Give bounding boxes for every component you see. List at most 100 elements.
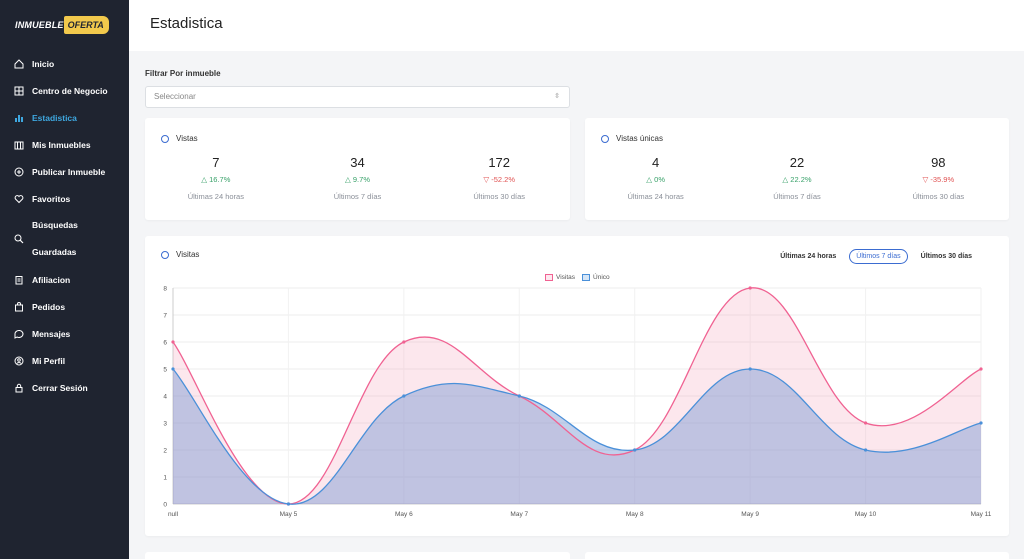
x-tick-label: May 9 (741, 511, 759, 518)
stat-delta: △ 9.7% (345, 175, 370, 184)
x-tick-label: May 10 (855, 511, 877, 518)
visitas-chart: 0 1 2 3 4 5 6 7 8 null May 5 May 6 May 7 May 8 May 9 Ma… (163, 286, 991, 519)
page-header: Estadistica (129, 0, 1024, 51)
bar-chart-icon (14, 113, 24, 123)
range-tab-24h[interactable]: Últimas 24 horas (780, 253, 837, 260)
brand-part2: OFERTA (63, 16, 109, 34)
sidebar-item-mensajes[interactable]: Mensajes (0, 320, 129, 347)
data-point[interactable] (748, 286, 752, 290)
sidebar-item-mi-perfil[interactable]: Mi Perfil (0, 347, 129, 374)
vistas-card-title[interactable]: Vistas (161, 134, 198, 143)
sidebar-item-cerrar-sesión[interactable]: Cerrar Sesión (0, 374, 129, 401)
range-tab-30d[interactable]: Últimos 30 días (920, 253, 972, 260)
trend-up-icon: △ (201, 175, 208, 184)
series-area-0 (173, 287, 981, 504)
range-tab-7d[interactable]: Últimos 7 días (849, 249, 908, 264)
stat-period: Últimos 30 días (473, 192, 526, 201)
vistas-unicas-card: Vistas únicas 4 △ 0% Últimas 24 horas 22… (585, 118, 1009, 220)
y-tick-label: 2 (163, 448, 167, 455)
sidebar-item-centro-de-negocio[interactable]: Centro de Negocio (0, 77, 129, 104)
brand-logo[interactable]: INMUEBLE OFERTA (15, 14, 109, 36)
vistas-radio[interactable] (161, 134, 169, 143)
stat-period: Últimos 7 días (773, 192, 821, 201)
y-tick-label: 3 (163, 421, 167, 428)
sidebar-item-label: Mi Perfil (32, 355, 66, 366)
sidebar-item-label: Pedidos (32, 301, 66, 312)
building-icon (14, 140, 24, 150)
data-point[interactable] (633, 448, 637, 452)
visitas-chart-title[interactable]: Visitas (161, 250, 199, 259)
series-line-0 (172, 287, 982, 505)
clipboard-icon (14, 275, 24, 285)
sidebar-item-label: Búsquedas Guardadas (32, 212, 78, 266)
vistas-unicas-card-title[interactable]: Vistas únicas (601, 134, 663, 143)
data-point[interactable] (286, 502, 291, 506)
sidebar-item-label: Mensajes (32, 328, 71, 339)
sidebar-item-estadistica[interactable]: Estadistica (0, 104, 129, 131)
stat-delta: △ 22.2% (782, 175, 812, 184)
data-point[interactable] (748, 367, 752, 371)
sidebar-item-label: Mis Inmuebles (32, 139, 91, 150)
legend-item-visitas[interactable]: Visitas (545, 274, 575, 281)
bag-icon (14, 301, 24, 312)
stat-value: 22 (789, 155, 805, 170)
stat-value: 98 (931, 155, 946, 170)
lock-icon (14, 383, 24, 393)
data-point[interactable] (863, 421, 868, 425)
vistas-unicas-stat-30d: 98 ▽ -35.9% Últimos 30 días (868, 154, 1009, 201)
vistas-unicas-stat-7d: 22 △ 22.2% Últimos 7 días (726, 154, 867, 201)
data-point[interactable] (402, 340, 406, 344)
sidebar-item-búsquedas[interactable]: Búsquedas Guardadas (0, 212, 129, 266)
data-point[interactable] (863, 448, 868, 452)
data-point[interactable] (979, 367, 983, 371)
sidebar-item-favoritos[interactable]: Favoritos (0, 185, 129, 212)
trend-up-icon: △ (345, 175, 351, 184)
y-tick-label: 4 (163, 394, 167, 401)
property-select[interactable]: Seleccionar ⇳ (145, 86, 570, 108)
sidebar-item-mis-inmuebles[interactable]: Mis Inmuebles (0, 131, 129, 158)
data-point[interactable] (171, 340, 175, 344)
data-point[interactable] (402, 394, 406, 398)
y-tick-label: 8 (163, 286, 167, 293)
chart-legend: Visitas Único (545, 274, 617, 281)
data-point[interactable] (171, 367, 175, 371)
sidebar-item-label: Afiliacion (32, 274, 71, 285)
stat-delta: ▽ -35.9% (922, 175, 955, 184)
y-tick-label: 6 (163, 340, 167, 347)
filter-label: Filtrar Por inmueble (145, 69, 221, 78)
sidebar-item-label: Cerrar Sesión (32, 382, 88, 393)
stat-value: 34 (350, 155, 365, 170)
trend-down-icon: ▽ (922, 175, 929, 184)
stat-delta: △ 0% (646, 175, 666, 184)
stat-period: Últimos 7 días (333, 192, 382, 201)
stat-delta: △ 16.7% (201, 175, 231, 184)
series-line-1 (172, 368, 982, 505)
data-point[interactable] (517, 394, 521, 398)
sidebar-item-inicio[interactable]: Inicio (0, 50, 129, 77)
legend-swatch (582, 274, 591, 281)
vistas-unicas-stat-24h: 4 △ 0% Últimas 24 horas (585, 154, 726, 201)
stat-period: Últimos 30 días (912, 192, 965, 201)
select-caret-icon: ⇳ (554, 93, 560, 100)
range-tabs: Últimas 24 horas Últimos 7 días Últimos … (767, 249, 979, 264)
x-tick-label: May 8 (626, 511, 644, 518)
x-tick-label: null (168, 511, 179, 518)
sidebar-item-afiliacion[interactable]: Afiliacion (0, 266, 129, 293)
stat-value: 172 (488, 155, 511, 170)
vistas-unicas-title-label: Vistas únicas (616, 134, 663, 143)
data-point[interactable] (979, 421, 983, 425)
sidebar-item-publicar-inmueble[interactable]: Publicar Inmueble (0, 158, 129, 185)
vistas-unicas-radio[interactable] (601, 134, 609, 143)
trend-down-icon: ▽ (483, 175, 490, 184)
vistas-card: Vistas 7 △ 16.7% Últimas 24 horas 34 △ 9… (145, 118, 570, 220)
legend-item-unico[interactable]: Único (582, 274, 610, 281)
property-select-placeholder: Seleccionar (154, 92, 196, 101)
trend-up-icon: △ (782, 175, 789, 184)
stat-period: Últimas 24 horas (187, 192, 244, 201)
vistas-stat-24h: 7 △ 16.7% Últimas 24 horas (145, 154, 287, 201)
x-tick-label: May 7 (510, 511, 528, 518)
sidebar-item-label-line1: Búsquedas (32, 220, 78, 230)
vistas-unicas-stats: 4 △ 0% Últimas 24 horas 22 △ 22.2% Últim… (585, 154, 1009, 201)
sidebar-item-pedidos[interactable]: Pedidos (0, 293, 129, 320)
visitas-radio[interactable] (161, 250, 169, 259)
